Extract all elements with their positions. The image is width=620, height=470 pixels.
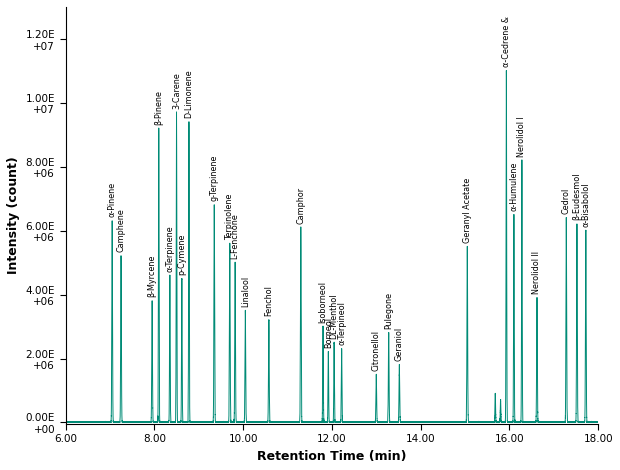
Text: Isoborneol: Isoborneol	[319, 281, 327, 323]
Text: Fenchol: Fenchol	[264, 285, 273, 316]
Text: α-Humulene: α-Humulene	[510, 162, 518, 211]
Text: α-Pinene: α-Pinene	[108, 182, 117, 217]
Text: g-Terpinene: g-Terpinene	[210, 155, 219, 201]
Text: Camphor: Camphor	[296, 187, 305, 224]
Text: Terpinolene: Terpinolene	[225, 193, 234, 240]
Text: D-Limonene: D-Limonene	[185, 70, 193, 118]
Text: α-Cedrene &: α-Cedrene &	[502, 16, 511, 67]
Text: Geranyl Acetate: Geranyl Acetate	[463, 178, 472, 243]
Text: DL-Menthol: DL-Menthol	[330, 293, 339, 339]
X-axis label: Retention Time (min): Retention Time (min)	[257, 450, 407, 463]
Text: Cedrol: Cedrol	[562, 188, 571, 214]
Text: Citronellol: Citronellol	[372, 329, 381, 371]
Text: Pulegone: Pulegone	[384, 292, 393, 329]
Text: Borneol: Borneol	[324, 317, 333, 348]
Text: Geraniol: Geraniol	[395, 327, 404, 361]
Text: β-Pinene: β-Pinene	[154, 90, 163, 125]
Text: p-Cymene: p-Cymene	[177, 234, 187, 275]
Text: β-Myrcene: β-Myrcene	[148, 255, 157, 297]
Text: L-Fenchone: L-Fenchone	[231, 213, 239, 259]
Y-axis label: Intensity (count): Intensity (count)	[7, 157, 20, 274]
Text: Linalool: Linalool	[241, 275, 250, 307]
Text: α-Terpinene: α-Terpinene	[166, 225, 174, 272]
Text: Nerolidol I: Nerolidol I	[517, 116, 526, 157]
Text: Camphene: Camphene	[117, 209, 125, 252]
Text: α-Bisabolol: α-Bisabolol	[582, 182, 590, 227]
Text: Nerolidol II: Nerolidol II	[533, 251, 541, 294]
Text: 3-Carene: 3-Carene	[172, 72, 181, 109]
Text: β-Eudesmol: β-Eudesmol	[572, 173, 582, 220]
Text: α-Terpineol: α-Terpineol	[337, 301, 346, 345]
